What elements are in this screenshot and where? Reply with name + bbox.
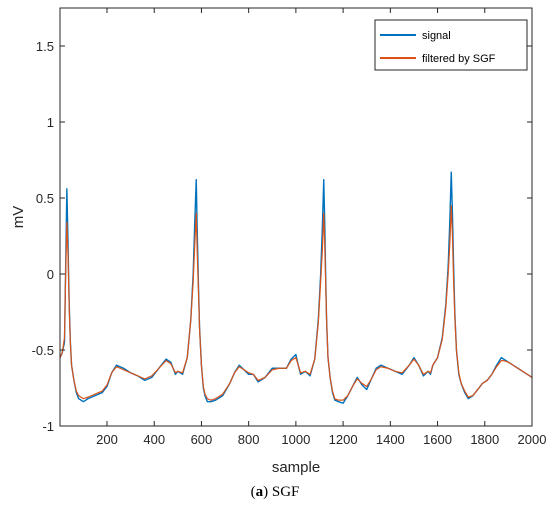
x-tick-label: 1800: [470, 432, 499, 447]
y-tick-label: 0.5: [36, 191, 54, 206]
x-tick-label: 600: [191, 432, 213, 447]
y-tick-label: 0: [47, 267, 54, 282]
legend-box: [374, 19, 528, 71]
y-tick-label: -0.5: [32, 343, 54, 358]
x-tick-label: 1200: [329, 432, 358, 447]
figure-caption: (a) SGF: [0, 484, 550, 501]
series-line-filtered: [59, 205, 533, 401]
x-tick-label: 2000: [518, 432, 547, 447]
x-tick-label: 1400: [376, 432, 405, 447]
caption-suffix: ) SGF: [263, 484, 300, 500]
legend-label-signal: signal: [422, 30, 451, 42]
series-layer: [59, 171, 533, 404]
x-tick-label: 1600: [423, 432, 452, 447]
y-axis-label: mV: [10, 206, 27, 229]
caption-prefix: (: [250, 484, 256, 500]
x-tick-label: 200: [96, 432, 118, 447]
legend-label-filtered: filtered by SGF: [422, 53, 496, 65]
y-tick-label: 1: [47, 115, 54, 130]
x-axis-label: sample: [272, 459, 320, 476]
caption-label: a: [255, 484, 264, 500]
plot-area: [60, 8, 532, 426]
y-tick-label: 1.5: [36, 39, 54, 54]
x-axis-ticks: 200 400 600 800 1000 1200 1400 1600 1800 2000: [96, 8, 546, 447]
legend: signal filtered by SGF: [374, 19, 528, 71]
x-tick-label: 1000: [281, 432, 310, 447]
x-tick-label: 800: [238, 432, 260, 447]
y-tick-label: -1: [42, 419, 54, 434]
x-tick-label: 400: [143, 432, 165, 447]
y-axis-ticks: -1 -0.5 0 0.5 1 1.5: [32, 39, 532, 434]
